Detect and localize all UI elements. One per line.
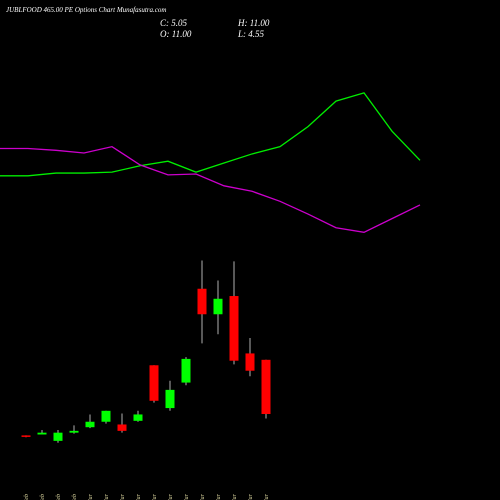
x-tick-label: 01 Mar	[88, 493, 94, 500]
x-tick-label: 23 Feb	[40, 494, 46, 500]
candle-body	[229, 296, 239, 361]
x-tick-label: 14 Mar	[215, 493, 222, 500]
candle-body	[101, 410, 111, 422]
info-low: L: 4.55	[237, 29, 265, 39]
candle-body	[165, 389, 175, 409]
x-tick-label: 06 Mar	[136, 493, 142, 500]
candle-body	[133, 414, 143, 421]
x-tick-label: 15 Mar	[232, 493, 238, 500]
info-open: O: 11.00	[160, 29, 192, 39]
candle-body	[37, 432, 47, 435]
candle-body	[85, 421, 95, 428]
x-tick-label: 18 Mar	[248, 493, 254, 500]
x-tick-label: 07 Mar	[152, 493, 158, 500]
candle-body	[245, 353, 255, 371]
candle-body	[69, 430, 79, 433]
info-close: C: 5.05	[160, 18, 188, 28]
candle-body	[261, 359, 271, 414]
x-tick-label: 22 Feb	[24, 494, 30, 500]
x-tick-label: 11 Mar	[168, 493, 174, 500]
indicator-line	[0, 145, 421, 233]
candle-body	[181, 358, 191, 383]
x-tick-label: 12 Mar	[184, 493, 190, 500]
candle-body	[213, 298, 223, 315]
x-tick-label: 13 Mar	[200, 493, 206, 500]
candle-body	[21, 435, 31, 437]
x-tick-label: 19 Mar	[264, 493, 270, 500]
x-tick-label: 26 Feb	[56, 494, 62, 500]
info-high: H: 11.00	[237, 18, 270, 28]
x-tick-label: 04 Mar	[103, 493, 110, 500]
chart-title: JUBLFOOD 465.00 PE Options Chart Munafas…	[6, 6, 166, 14]
candle-body	[197, 288, 207, 315]
candle-body	[53, 432, 63, 441]
indicator-line	[0, 92, 421, 177]
candle-body	[117, 424, 127, 431]
x-tick-label: 05 Mar	[120, 493, 126, 500]
x-tick-label: 27 Feb	[72, 494, 78, 500]
candle-body	[149, 365, 159, 401]
